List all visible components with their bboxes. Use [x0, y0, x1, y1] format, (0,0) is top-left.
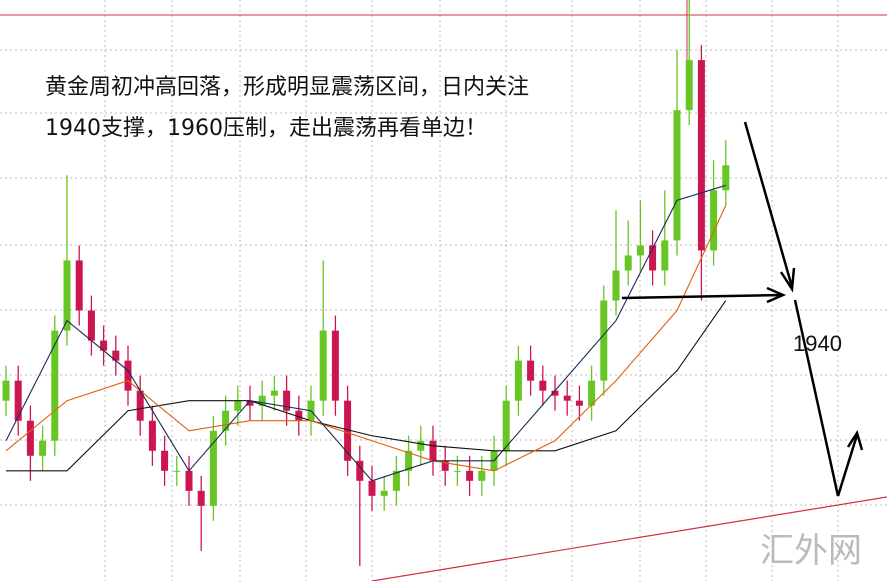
candle-body — [392, 470, 400, 491]
candle-body — [612, 270, 620, 301]
candle-body — [697, 60, 705, 251]
trend-line — [371, 496, 887, 581]
candle-body — [563, 395, 571, 401]
level-label: 1940 — [793, 331, 842, 356]
candle-body — [441, 460, 449, 471]
candle-body — [368, 480, 376, 496]
plot — [0, 0, 887, 566]
arrows — [621, 121, 864, 497]
candle-body — [380, 490, 388, 496]
candle-body — [600, 300, 608, 381]
candle-body — [295, 410, 303, 421]
candle-body — [14, 380, 22, 421]
candle-body — [575, 400, 583, 406]
candle-body — [209, 430, 217, 506]
candle-body — [710, 190, 718, 251]
moving-average — [5, 184, 726, 482]
arrow — [836, 434, 859, 497]
candle-body — [258, 395, 266, 406]
candle-body — [2, 380, 10, 401]
arrow — [793, 299, 840, 497]
candle-body — [283, 390, 291, 411]
candle-body — [246, 400, 254, 406]
arrow-head — [846, 430, 864, 451]
candle-body — [148, 420, 156, 451]
candle-body — [405, 450, 413, 471]
candle-body — [63, 260, 71, 331]
candle-body — [39, 440, 47, 456]
annotation: 1940支撑，1960压制，走出震荡再看单边！ — [45, 116, 487, 141]
moving-average — [6, 300, 727, 472]
candle-body — [26, 420, 34, 456]
candle-body — [649, 245, 657, 271]
candle-body — [429, 440, 437, 461]
candle-body — [685, 60, 693, 111]
candle-body — [453, 470, 461, 472]
candle-body — [270, 390, 278, 396]
candle-body — [539, 380, 547, 391]
candle-body — [319, 330, 327, 401]
candle-body — [173, 470, 181, 472]
candle-body — [75, 260, 83, 311]
candle-body — [87, 310, 95, 341]
arrow — [743, 121, 794, 288]
candle-body — [124, 360, 132, 391]
candle-body — [356, 460, 364, 481]
watermark: 汇外网 — [760, 531, 862, 571]
candle-body — [331, 330, 339, 401]
candle-body — [100, 340, 108, 351]
candle-body — [222, 410, 230, 431]
candle-body — [197, 490, 205, 506]
candle-body — [722, 165, 730, 191]
candle-body — [478, 470, 486, 481]
candle-body — [502, 400, 510, 451]
candle-body — [185, 470, 193, 491]
candle-body — [527, 360, 535, 381]
candle-body — [588, 380, 596, 406]
candle-body — [161, 450, 169, 471]
arrow-head — [779, 267, 796, 293]
candle-body — [234, 400, 242, 411]
candle-body — [551, 390, 559, 396]
candle-body — [466, 470, 474, 481]
arrow-head — [766, 286, 787, 304]
candle-body — [417, 440, 425, 451]
candle-body — [514, 360, 522, 401]
candle-body — [344, 400, 352, 461]
arrow — [621, 293, 783, 300]
candle-body — [636, 245, 644, 256]
moving-average — [5, 205, 727, 472]
candle-body — [51, 330, 59, 441]
annotation: 黄金周初冲高回落，形成明显震荡区间，日内关注 — [45, 75, 529, 100]
candle-body — [661, 240, 669, 271]
candle-body — [136, 390, 144, 421]
candle-body — [673, 110, 681, 241]
candle-body — [112, 350, 120, 361]
candle-body — [624, 255, 632, 271]
